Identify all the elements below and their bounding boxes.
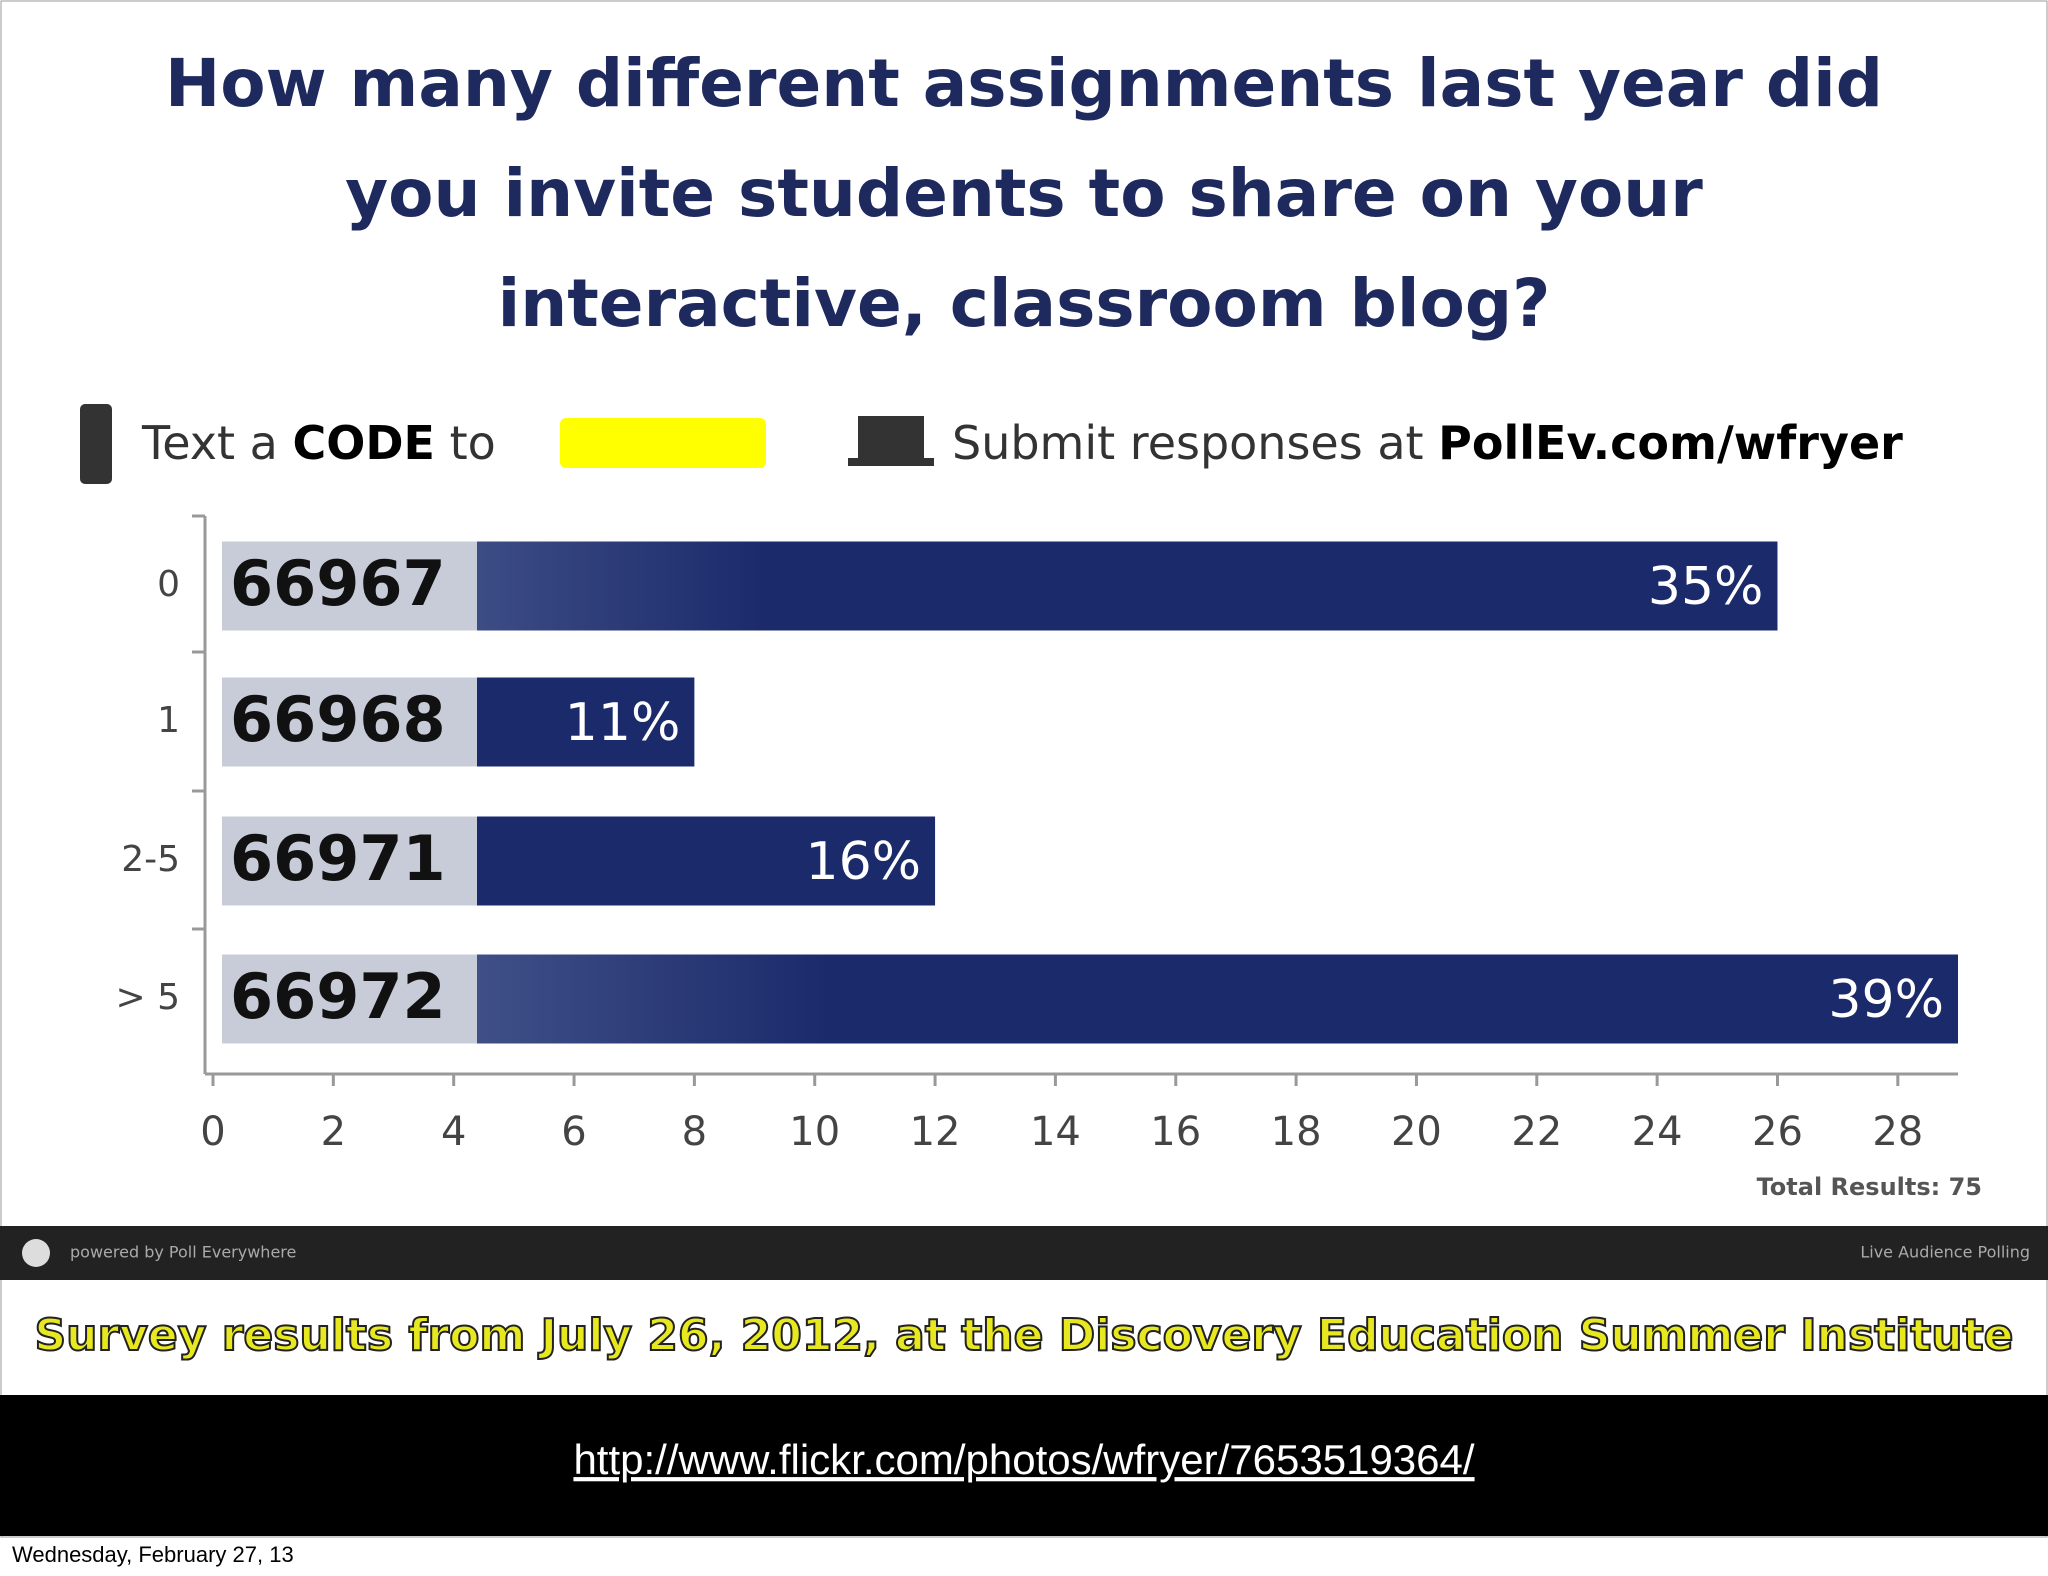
laptop-base [848,458,934,466]
submit-text: Submit responses at PollEv.com/wfryer [952,416,1903,470]
x-tick-label: 10 [789,1109,840,1155]
url-link[interactable]: http://www.flickr.com/photos/wfryer/7653… [573,1436,1474,1483]
y-tick-label: > 5 [115,977,180,1018]
x-tick-label: 4 [441,1109,466,1155]
submit-label: Submit responses at [952,416,1424,470]
x-tick-label: 2 [321,1109,346,1155]
x-tick-label: 16 [1150,1109,1201,1155]
live-polling: Live Audience Polling [1860,1243,2030,1262]
total-results: Total Results: 75 [1757,1173,1982,1201]
x-tick-label: 20 [1391,1109,1442,1155]
code-label: 66972 [230,960,446,1033]
y-tick-label: 0 [157,564,180,605]
code-box [222,677,477,767]
frame [0,0,2048,1538]
x-tick-label: 8 [682,1109,707,1155]
x-tick-label: 28 [1872,1109,1923,1155]
title-line: you invite students to share on your [345,155,1703,232]
laptop-icon [858,416,924,458]
code-box [222,954,477,1044]
text-a: Text a [141,416,278,470]
url-band [0,1395,2048,1536]
value-label: 16% [805,832,921,892]
x-tick-label: 26 [1752,1109,1803,1155]
code-box [222,541,477,631]
value-label: 11% [565,693,681,753]
x-tick-label: 14 [1030,1109,1081,1155]
code-box [222,816,477,906]
logo [22,1239,50,1267]
x-tick-label: 12 [910,1109,961,1155]
value-label: 35% [1648,557,1764,617]
code-word: CODE [292,416,434,470]
footer-bar [0,1226,2048,1280]
x-tick-label: 18 [1271,1109,1322,1155]
date: Wednesday, February 27, 13 [12,1542,294,1567]
value-label: 39% [1828,970,1944,1030]
title-line: interactive, classroom blog? [498,265,1551,342]
y-tick-label: 2-5 [121,839,180,880]
code-label: 66967 [230,547,446,620]
to-word: to [450,416,496,470]
code-label: 66968 [230,683,446,756]
bar [222,541,1778,631]
x-tick-label: 22 [1511,1109,1562,1155]
phone-number-box [560,418,766,468]
caption: Survey results from July 26, 2012, at th… [34,1310,2013,1361]
y-tick-label: 1 [157,700,180,741]
instruction-text: Text a CODE to [141,416,496,470]
x-tick-label: 6 [561,1109,586,1155]
x-tick-label: 0 [200,1109,225,1155]
site: PollEv.com/wfryer [1438,416,1903,470]
bar [222,954,1958,1044]
phone-icon [80,404,112,484]
title-line: How many different assignments last year… [165,45,1883,122]
powered-by: powered by Poll Everywhere [70,1243,296,1262]
x-tick-label: 24 [1632,1109,1683,1155]
code-label: 66971 [230,822,446,895]
